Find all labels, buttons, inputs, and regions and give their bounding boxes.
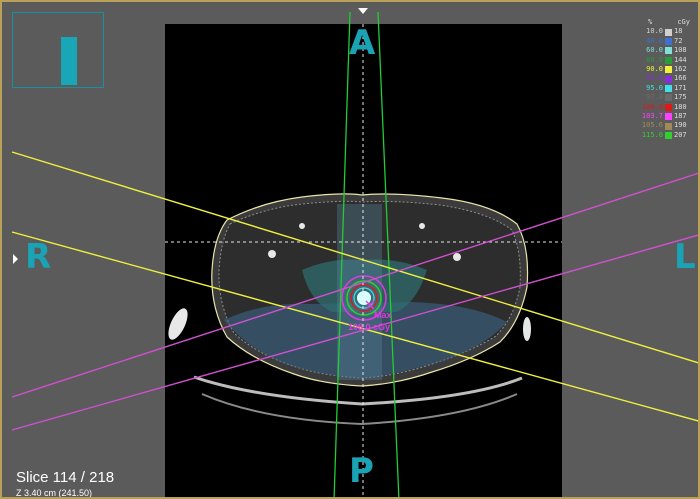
legend-swatch — [665, 132, 672, 140]
legend-percent: 80.0 — [646, 55, 663, 64]
orientation-right: R — [25, 237, 52, 277]
legend-swatch — [665, 103, 672, 111]
legend-swatch — [665, 28, 672, 36]
slice-indicator: Slice 114 / 218 — [16, 469, 115, 486]
anatomy-highlights — [168, 223, 531, 341]
legend-swatch — [665, 66, 672, 74]
legend-row: 90.0 162 — [634, 65, 692, 74]
crosshair — [165, 24, 562, 497]
legend-cgy: 144 — [674, 55, 687, 64]
legend-header: % cGy — [634, 18, 692, 27]
legend-header-unit: cGy — [677, 18, 690, 26]
legend-percent: 92.0 — [646, 74, 663, 83]
legend-cgy: 162 — [674, 65, 687, 74]
isodose-legend: % cGy 10.0 18 40.0 72 60.0 108 80.0 144 90.0 162 9… — [634, 18, 692, 140]
legend-percent: 40.0 — [646, 36, 663, 45]
legend-swatch — [665, 122, 672, 130]
legend-cgy: 180 — [674, 102, 687, 111]
legend-cgy: 187 — [674, 112, 687, 121]
legend-swatch — [665, 113, 672, 121]
legend-cgy: 207 — [674, 130, 687, 139]
orientation-anterior: A — [349, 23, 376, 63]
legend-swatch — [665, 94, 672, 102]
z-position-readout: Z 3.40 cm (241.50) — [16, 488, 93, 498]
ap-beam-borders — [333, 11, 400, 497]
legend-percent: 105.6 — [641, 121, 663, 130]
orientation-thumbnail — [12, 12, 104, 88]
top-position-marker-icon[interactable] — [358, 8, 368, 14]
orientation-posterior: P — [349, 451, 374, 491]
inferior-orientation-icon — [61, 37, 77, 85]
legend-percent: 103.7 — [641, 112, 663, 121]
legend-row: 97.0 175 — [634, 93, 692, 102]
isodose-lines — [341, 275, 387, 321]
legend-header-percent: % — [648, 18, 653, 26]
legend-swatch — [665, 85, 672, 93]
legend-row: 105.6 190 — [634, 121, 692, 130]
dose-max-value: 108.0 cGy — [348, 322, 391, 332]
legend-cgy: 166 — [674, 74, 687, 83]
legend-percent: 115.0 — [641, 130, 663, 139]
legend-percent: 100.0 — [641, 102, 663, 111]
legend-row: 115.0 207 — [634, 131, 692, 140]
legend-percent: 97.0 — [646, 93, 663, 102]
legend-row: 95.0 171 — [634, 84, 692, 93]
patient-body — [193, 193, 529, 426]
legend-percent: 10.0 — [646, 27, 663, 36]
legend-swatch — [665, 75, 672, 83]
legend-percent: 60.0 — [646, 46, 663, 55]
left-position-marker-icon[interactable] — [13, 254, 18, 264]
dose-max-marker-icon[interactable] — [365, 300, 375, 310]
orientation-left: L — [674, 237, 696, 277]
legend-rows: 10.0 18 40.0 72 60.0 108 80.0 144 90.0 162 92.0 166… — [634, 27, 692, 140]
legend-cgy: 18 — [674, 27, 683, 36]
magenta-beam-lines — [11, 172, 698, 431]
dose-max-label: Max — [374, 310, 392, 320]
legend-cgy: 171 — [674, 83, 687, 92]
legend-swatch — [665, 47, 672, 55]
legend-row: 103.7 187 — [634, 112, 692, 121]
legend-cgy: 175 — [674, 93, 687, 102]
legend-row: 10.0 18 — [634, 27, 692, 36]
legend-cgy: 108 — [674, 46, 687, 55]
legend-row: 60.0 108 — [634, 46, 692, 55]
legend-cgy: 190 — [674, 121, 687, 130]
legend-swatch — [665, 56, 672, 64]
legend-percent: 90.0 — [646, 65, 663, 74]
legend-row: 80.0 144 — [634, 56, 692, 65]
legend-row: 40.0 72 — [634, 37, 692, 46]
legend-swatch — [665, 38, 672, 46]
legend-row: 92.0 166 — [634, 74, 692, 83]
legend-percent: 95.0 — [646, 83, 663, 92]
legend-row: 100.0 180 — [634, 103, 692, 112]
legend-cgy: 72 — [674, 36, 683, 45]
yellow-beam-lines — [11, 151, 698, 422]
